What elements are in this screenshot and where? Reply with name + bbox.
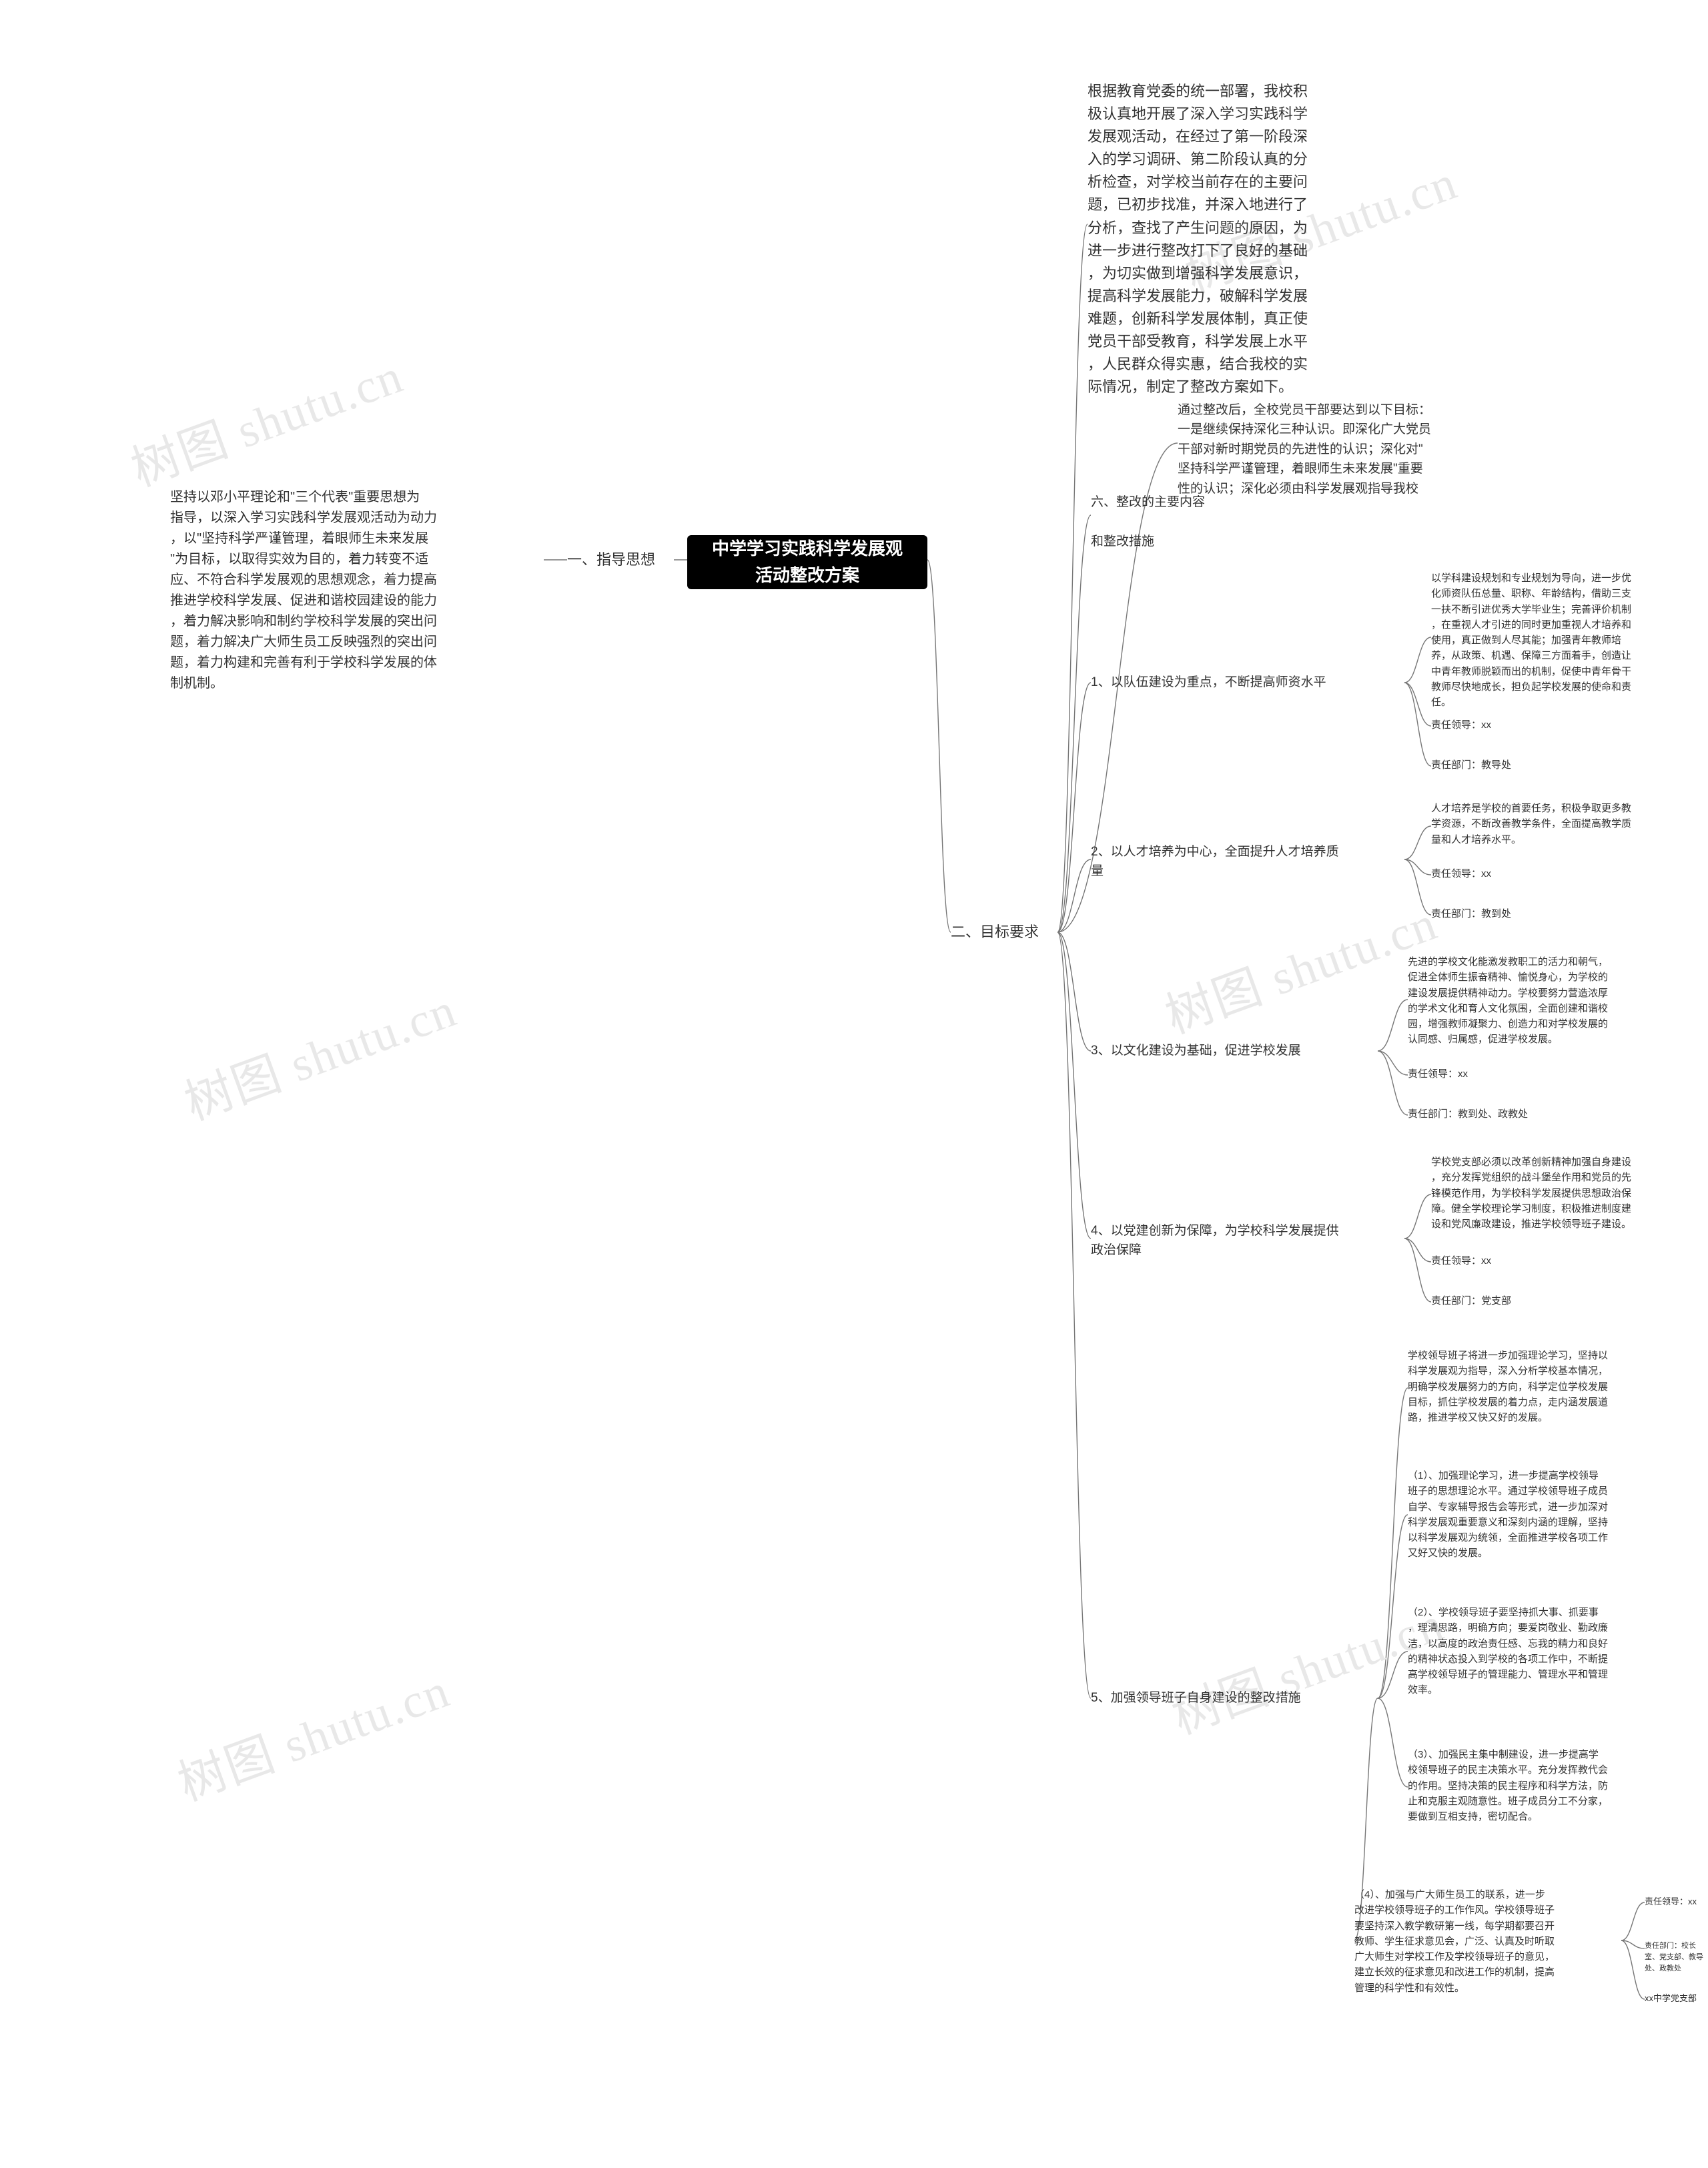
level1-left-desc: 坚持以邓小平理论和"三个代表"重要思想为 指导，以深入学习实践科学发展观活动为动… <box>170 487 544 694</box>
r-item-5-child-0: 先进的学校文化能激发教职工的活力和朝气， 促进全体师生振奋精神、愉悦身心，为学校… <box>1408 954 1675 1048</box>
r-item-3-child-1: 责任领导：xx <box>1431 717 1578 735</box>
r-item-6: 4、以党建创新为保障，为学校科学发展提供 政治保障 <box>1091 1221 1404 1260</box>
watermark: 树图 shutu.cn <box>173 970 464 1133</box>
r-item-3-child-2: 责任部门：教导处 <box>1431 757 1578 775</box>
r-item-6-child-0: 学校党支部必须以改革创新精神加强自身建设 ，充分发挥党组织的战斗堡垒作用和党员的… <box>1431 1154 1698 1234</box>
r-child-0: 根据教育党委的统一部署，我校积 极认真地开展了深入学习实践科学 发展观活动，在经… <box>1088 80 1368 398</box>
r-item-7-child-1: （1）、加强理论学习，进一步提高学校领导 班子的思想理论水平。通过学校领导班子成… <box>1408 1468 1675 1561</box>
mindmap-canvas: 树图 shutu.cn 树图 shutu.cn 树图 shutu.cn 树图 shut… <box>0 0 1708 2168</box>
r-item-5: 3、以文化建设为基础，促进学校发展 <box>1091 1041 1378 1061</box>
watermark: 树图 shutu.cn <box>120 336 411 499</box>
r-item-7-child-2: （2）、学校领导班子要坚持抓大事、抓要事 ，理清思路，明确方向；要爱岗敬业、勤政… <box>1408 1605 1675 1698</box>
watermark: 树图 shutu.cn <box>167 1651 458 1814</box>
r-item-7-child-4-sub-0: 责任领导：xx <box>1645 1895 1708 1910</box>
r-item-5-child-2: 责任部门：教到处、政教处 <box>1408 1106 1581 1124</box>
r-item-4: 2、以人才培养为中心，全面提升人才培养质 量 <box>1091 842 1404 881</box>
r-item-6-child-1: 责任领导：xx <box>1431 1253 1578 1271</box>
r-child-2: 六、整改的主要内容 和整改措施 <box>1091 492 1264 551</box>
r-item-7-child-3: （3）、加强民主集中制建设，进一步提高学 校领导班子的民主决策水平。充分发挥教代… <box>1408 1747 1675 1827</box>
r-item-7-child-4: （4）、加强与广大师生员工的联系，进一步 改进学校领导班子的工作作风。学校领导班… <box>1354 1887 1621 1996</box>
r-item-6-child-2: 责任部门：党支部 <box>1431 1293 1578 1311</box>
r-item-7-child-0: 学校领导班子将进一步加强理论学习，坚持以 科学发展观为指导，深入分析学校基本情况… <box>1408 1348 1675 1428</box>
r-item-4-child-0: 人才培养是学校的首要任务，积极争取更多教 学资源，不断改善教学条件，全面提高教学… <box>1431 801 1698 851</box>
r-item-4-child-2: 责任部门：教到处 <box>1431 906 1578 924</box>
r-item-7: 5、加强领导班子自身建设的整改措施 <box>1091 1688 1378 1708</box>
r-item-4-child-1: 责任领导：xx <box>1431 866 1578 883</box>
r-item-7-child-4-sub-2: xx中学党支部 <box>1645 1992 1708 2007</box>
r-child-1: 通过整改后，全校党员干部要达到以下目标： 一是继续保持深化三种认识。即深化广大党… <box>1178 400 1538 498</box>
r-item-3: 1、以队伍建设为重点，不断提高师资水平 <box>1091 673 1404 693</box>
r-item-3-child-0: 以学科建设规划和专业规划为导向，进一步优 化师资队伍总量、职称、年龄结构，借助三… <box>1431 571 1698 710</box>
level1-left-label: 一、指导思想 <box>567 549 674 571</box>
edge-layer <box>0 0 1708 2168</box>
root-node: 中学学习实践科学发展观 活动整改方案 <box>687 535 927 589</box>
watermark: 树图 shutu.cn <box>1154 883 1445 1046</box>
r-item-7-child-4-sub-1: 责任部门：校长室、党支部、教导处、政教处 <box>1645 1940 1708 1980</box>
r-item-5-child-1: 责任领导：xx <box>1408 1066 1555 1084</box>
level1-right-label: 二、目标要求 <box>951 921 1057 944</box>
